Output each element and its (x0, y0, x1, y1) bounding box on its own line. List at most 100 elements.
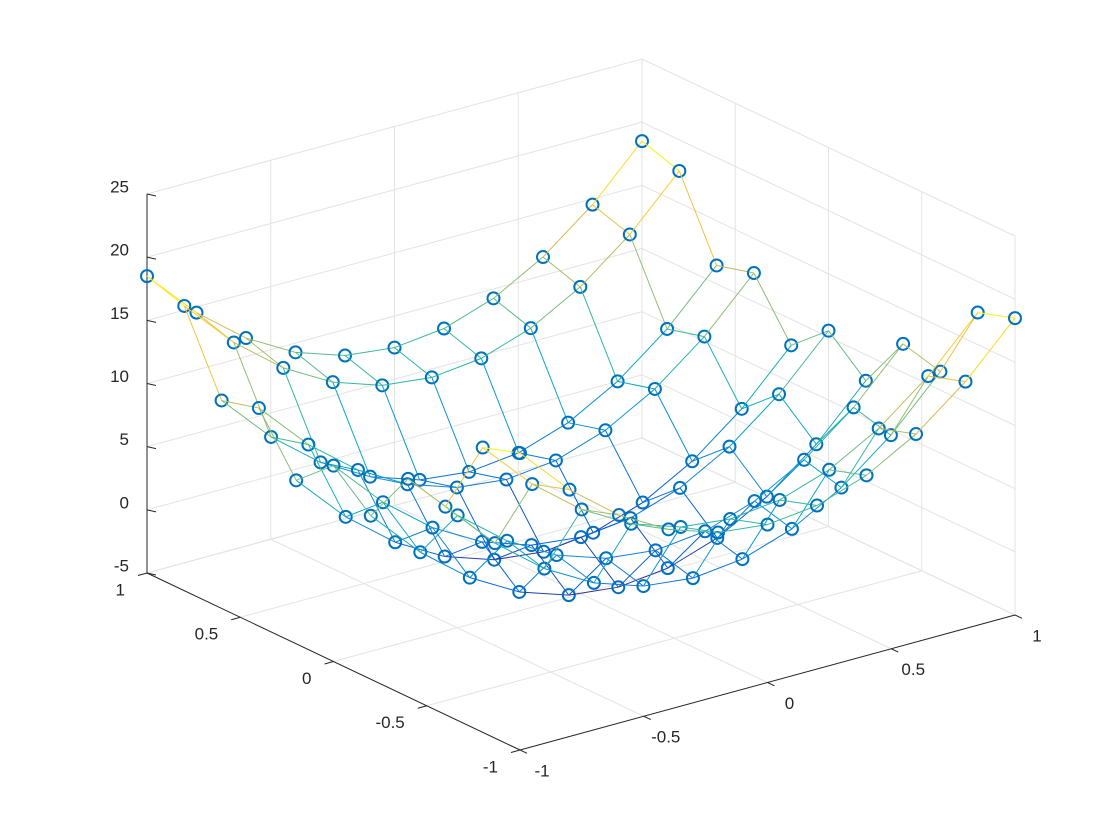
marker (909, 427, 923, 442)
mesh-edge (668, 528, 719, 534)
mesh-edge (555, 429, 606, 461)
mesh-edge (382, 501, 433, 529)
mesh-edge (382, 501, 421, 553)
mesh-edge (741, 345, 792, 410)
z-tick (146, 383, 157, 386)
marker (462, 570, 477, 585)
mesh-edge (704, 500, 755, 532)
mesh-edge (767, 505, 818, 526)
mesh-edge (742, 528, 793, 560)
mesh-edge (592, 502, 643, 534)
mesh-edge (655, 549, 694, 579)
mesh-edge (270, 436, 321, 463)
mesh-edge (518, 554, 557, 593)
mesh-edge (704, 272, 755, 337)
mesh-edge (370, 478, 409, 517)
mesh-edge (432, 527, 483, 543)
marker (635, 134, 649, 149)
mesh-edge (841, 434, 892, 488)
marker (685, 571, 700, 586)
mesh-edge (431, 357, 482, 378)
marker (413, 545, 428, 560)
mesh-edge (878, 375, 929, 429)
marker (214, 393, 229, 408)
marker (722, 439, 737, 454)
marker (921, 369, 936, 384)
x-tick-label: 0 (785, 694, 794, 713)
mesh-edge (445, 506, 496, 544)
mesh-edge (902, 343, 941, 373)
mesh-edge (779, 469, 830, 501)
mesh-edge (431, 377, 470, 473)
mesh-edge (332, 381, 383, 386)
marker (326, 458, 341, 473)
mesh-edge (494, 542, 545, 570)
marker (585, 197, 600, 212)
mesh-edge (481, 327, 532, 359)
marker (760, 517, 775, 532)
x-tick-label: 1 (1032, 626, 1041, 645)
mesh-edge (606, 549, 656, 559)
marker (648, 543, 663, 558)
mesh-edge (815, 380, 867, 445)
mesh-edge (245, 337, 284, 369)
y-tick (231, 616, 241, 621)
y-tick (137, 572, 148, 576)
mesh-edge (542, 204, 593, 258)
marker (810, 498, 824, 513)
mesh-edge (692, 518, 731, 579)
marker (424, 370, 439, 385)
mesh-edge (581, 509, 632, 525)
marker (536, 250, 550, 265)
mesh-edge (592, 204, 631, 235)
z-tick-label: 0 (120, 493, 129, 512)
grid-line (426, 570, 922, 707)
marker (598, 423, 613, 438)
marker (635, 495, 650, 510)
marker (388, 535, 403, 550)
marker (672, 163, 687, 178)
mesh-edge (667, 530, 706, 569)
mesh-edge (146, 275, 185, 307)
marker (513, 446, 527, 461)
marker (611, 580, 626, 595)
mesh-edge (593, 582, 644, 587)
z-tick-label: 15 (110, 304, 129, 323)
mesh-edge (494, 483, 533, 544)
marker (612, 508, 626, 523)
mesh-edge (333, 465, 372, 517)
z-tick-label: 25 (110, 177, 129, 196)
z-tick (146, 319, 157, 323)
marker (746, 266, 761, 281)
marker (239, 331, 253, 346)
mesh-edge (729, 446, 768, 497)
mesh-edge (382, 376, 432, 386)
mesh-edge (519, 591, 569, 596)
mesh-edge (370, 515, 421, 553)
y-tick (417, 705, 427, 709)
mesh-edge (617, 328, 668, 382)
marker (561, 588, 576, 603)
mesh-edge (754, 500, 793, 530)
marker (747, 494, 762, 509)
mesh-edge (618, 514, 669, 530)
mesh-edge (679, 446, 730, 489)
mesh-edge (443, 328, 482, 359)
x-tick (519, 749, 528, 754)
y-tick-label: -0.5 (375, 713, 404, 732)
mesh-edge (184, 305, 235, 343)
mesh-edge (828, 428, 880, 471)
marker (772, 387, 786, 402)
marker (586, 525, 601, 540)
marker (189, 305, 204, 320)
marker (363, 508, 378, 523)
mesh-edge (419, 515, 458, 553)
mesh-edge (617, 549, 656, 588)
mesh-edge (927, 312, 979, 377)
z-tick (146, 256, 157, 260)
mesh-edge (295, 351, 346, 357)
mesh-edge (568, 586, 619, 596)
mesh-edge (579, 234, 631, 288)
marker (573, 279, 588, 294)
mesh-edge (791, 469, 830, 530)
